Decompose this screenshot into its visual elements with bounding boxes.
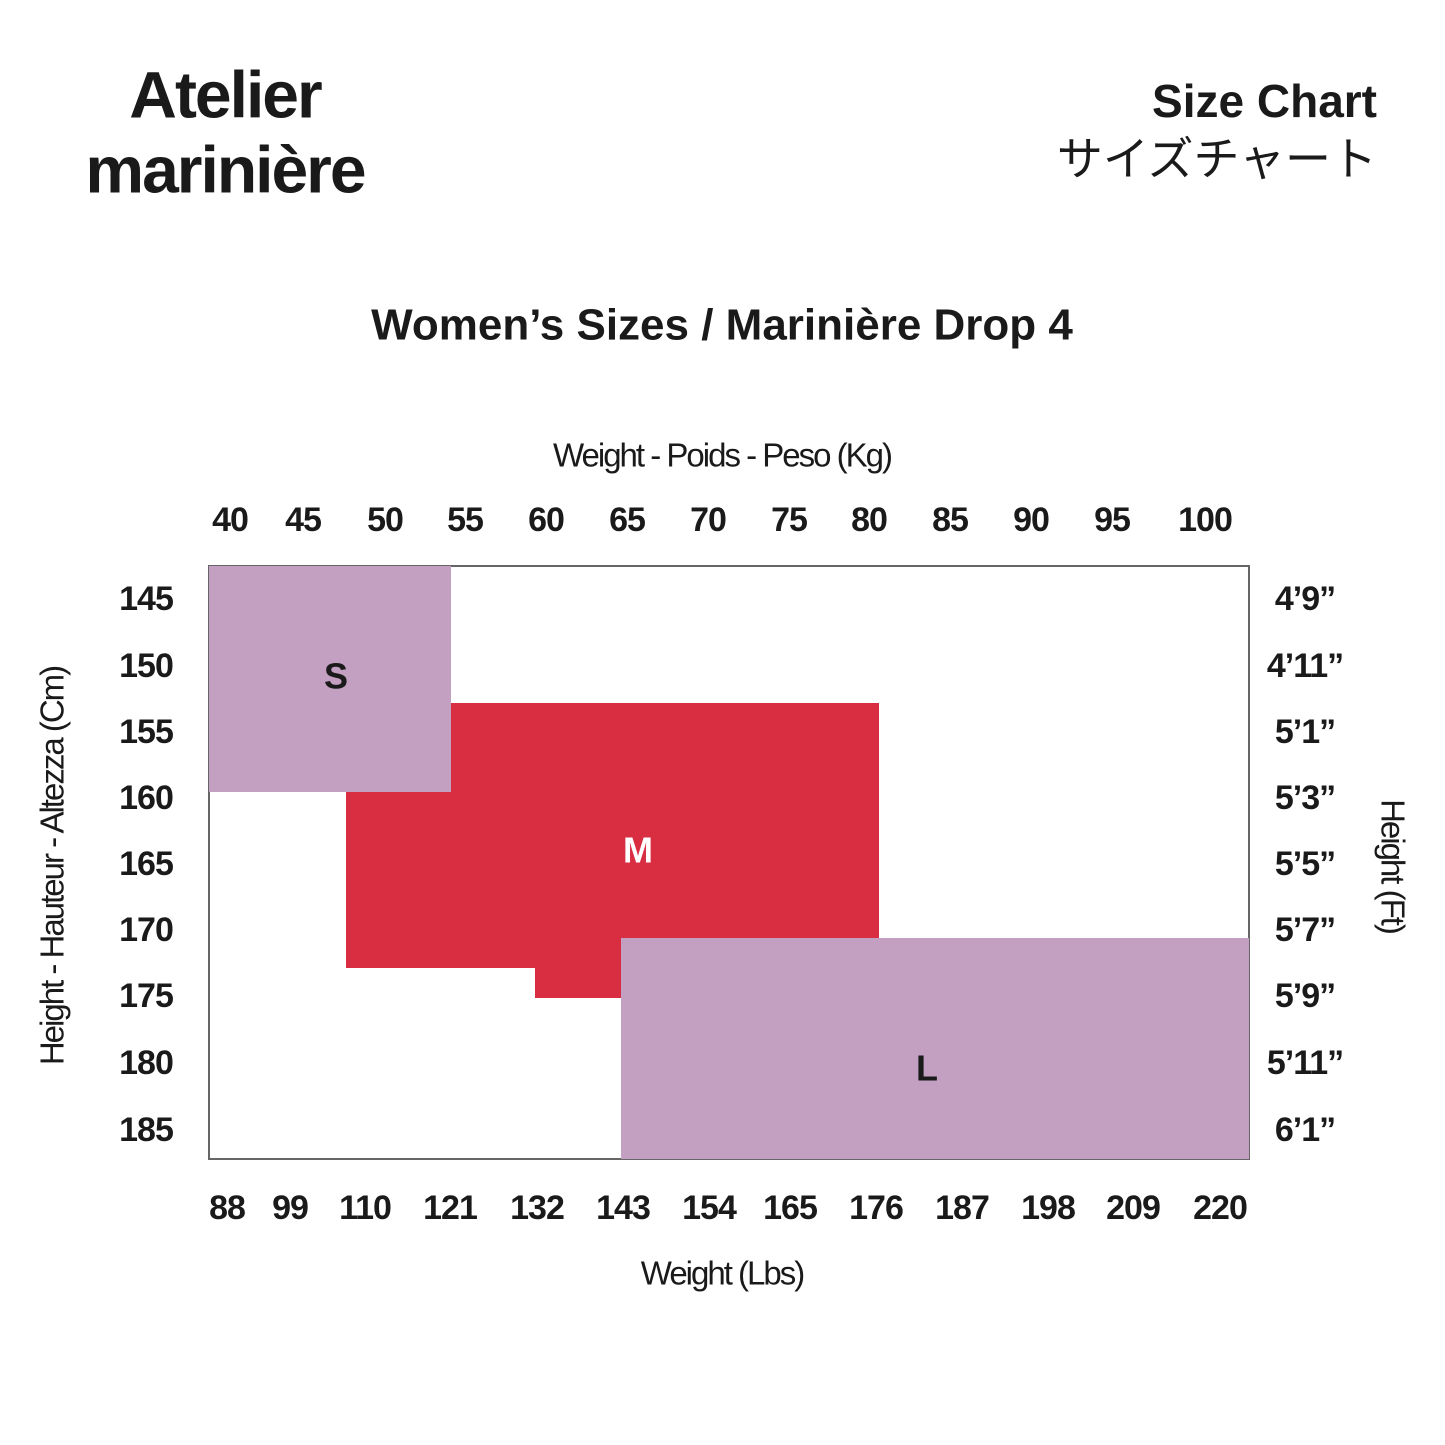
bottom-tick-label: 220 (1193, 1189, 1247, 1227)
right-tick-label: 5’5” (1275, 845, 1335, 883)
right-tick-label: 5’3” (1275, 779, 1335, 817)
top-tick-label: 95 (1094, 501, 1130, 539)
top-tick-label: 55 (447, 501, 483, 539)
chart-title: Women’s Sizes / Marinière Drop 4 (371, 301, 1073, 350)
left-tick-label: 170 (119, 911, 173, 949)
brand-line: Atelier (129, 57, 322, 131)
left-tick-label: 175 (119, 977, 173, 1015)
brand-line: marinière (85, 132, 364, 206)
bottom-tick-label: 209 (1106, 1189, 1160, 1227)
bottom-tick-label: 165 (763, 1189, 817, 1227)
right-tick-label: 6’1” (1275, 1111, 1335, 1149)
region-m (346, 703, 879, 998)
bottom-tick-label: 154 (682, 1189, 737, 1227)
left-tick-label: 155 (119, 713, 173, 751)
left-tick-label: 185 (119, 1111, 173, 1149)
bottom-tick-label: 143 (596, 1189, 650, 1227)
top-tick-label: 50 (367, 501, 403, 539)
bottom-tick-label: 121 (423, 1189, 477, 1227)
bottom-tick-label: 88 (209, 1189, 245, 1227)
top-tick-label: 80 (851, 501, 887, 539)
bottom-tick-label: 198 (1021, 1189, 1075, 1227)
top-tick-label: 90 (1013, 501, 1049, 539)
left-tick-label: 150 (119, 647, 173, 685)
left-tick-label: 145 (119, 580, 173, 618)
top-tick-label: 75 (771, 501, 807, 539)
bottom-tick-label: 132 (510, 1189, 564, 1227)
top-tick-label: 100 (1178, 501, 1232, 539)
right-tick-label: 5’9” (1275, 977, 1335, 1015)
region-label: M (623, 830, 653, 871)
top-tick-label: 40 (212, 501, 248, 539)
left-tick-label: 165 (119, 845, 173, 883)
header-title-ja: サイズチャート (1057, 133, 1377, 185)
axis-title: Weight (Lbs) (641, 1255, 803, 1292)
top-tick-label: 85 (932, 501, 968, 539)
right-tick-label: 4’11” (1267, 647, 1343, 685)
axis-title: Height (Ft) (1374, 799, 1411, 933)
bottom-tick-label: 176 (849, 1189, 903, 1227)
right-tick-label: 5’1” (1275, 713, 1335, 751)
bottom-tick-label: 99 (272, 1189, 308, 1227)
left-tick-label: 160 (119, 779, 173, 817)
axis-title: Height - Hauteur - Altezza (Cm) (34, 667, 71, 1065)
top-tick-label: 45 (285, 501, 321, 539)
region-label: S (324, 656, 348, 697)
header-title: Size Chart (1152, 75, 1377, 127)
top-tick-label: 60 (528, 501, 564, 539)
region-l (621, 938, 1249, 1159)
region-label: L (916, 1048, 938, 1089)
top-tick-label: 65 (609, 501, 645, 539)
top-tick-label: 70 (690, 501, 726, 539)
axis-title: Weight - Poids - Peso (Kg) (553, 437, 891, 474)
region-s (209, 566, 451, 792)
bottom-tick-label: 110 (339, 1189, 391, 1227)
right-tick-label: 4’9” (1275, 580, 1335, 618)
bottom-tick-label: 187 (935, 1189, 989, 1227)
left-tick-label: 180 (119, 1044, 173, 1082)
right-tick-label: 5’11” (1267, 1044, 1343, 1082)
ticks: 40 45 50 55 60 65 70 75 80 85 90 95 100 88 99 110 121 132… (119, 501, 1344, 1227)
right-tick-label: 5’7” (1275, 911, 1335, 949)
